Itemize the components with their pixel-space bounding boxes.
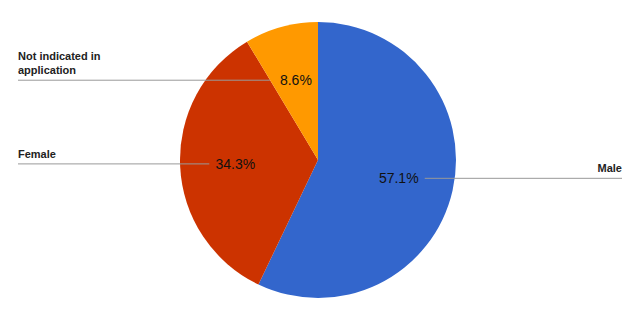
svg-text:57.1%: 57.1% <box>379 170 419 186</box>
svg-text:34.3%: 34.3% <box>215 156 255 172</box>
svg-text:Not indicated inapplication: Not indicated inapplication <box>18 50 101 76</box>
svg-text:Male: Male <box>598 162 622 174</box>
svg-text:Female: Female <box>18 148 56 160</box>
svg-text:8.6%: 8.6% <box>280 72 312 88</box>
